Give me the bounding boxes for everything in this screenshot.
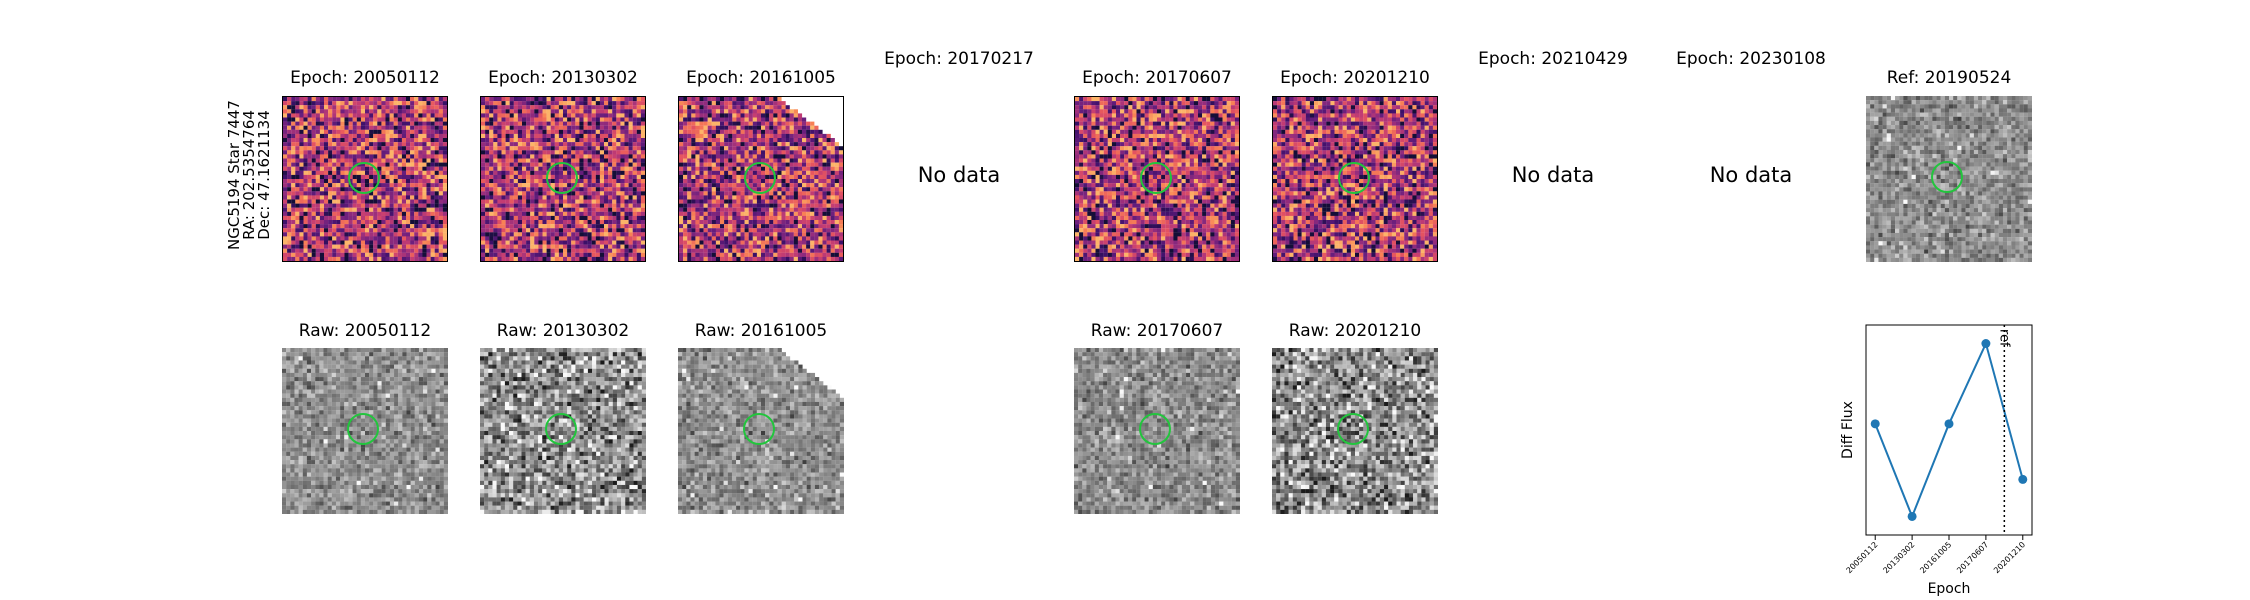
x-axis-label: Epoch: [1928, 581, 1971, 597]
diff-title-4: Epoch: 20170607: [1082, 68, 1232, 88]
y-axis-label: Diff Flux: [1840, 401, 1856, 459]
aperture-circle: [1139, 413, 1171, 445]
diff-title-2: Epoch: 20161005: [686, 68, 836, 88]
data-point-4: [2018, 474, 2028, 484]
x-tick-label-2: 20161005: [1918, 540, 1953, 575]
x-tick-label-3: 20170607: [1955, 540, 1990, 575]
raw-title-4: Raw: 20201210: [1288, 321, 1422, 341]
raw-image-2: [678, 348, 844, 514]
x-tick-label-0: 20050112: [1844, 540, 1879, 575]
aperture-circle: [744, 162, 776, 194]
aperture-circle: [1338, 162, 1370, 194]
raw-title-3: Raw: 20170607: [1090, 321, 1224, 341]
diff-image-4: [1074, 96, 1240, 262]
raw-noise-3: [1074, 348, 1240, 514]
diff-title-3: Epoch: 20170217: [884, 49, 1034, 69]
data-point-0: [1870, 419, 1880, 429]
light-curve-chart: ref 20050112 20130302 20161005 20170607 20201…: [1840, 324, 2033, 597]
ref-image: [1866, 96, 2032, 262]
aperture-circle: [1931, 161, 1963, 193]
ref-noise: [1866, 96, 2032, 262]
diff-image-2: [678, 96, 844, 262]
data-point-1: [1907, 511, 1917, 521]
raw-image-3: [1074, 348, 1240, 514]
diff-noise-0: [283, 97, 447, 261]
aperture-circle: [1337, 413, 1369, 445]
aperture-circle: [743, 413, 775, 445]
diff-image-0: [282, 96, 448, 262]
no-data-label-7: No data: [1709, 163, 1793, 187]
aperture-circle: [1140, 162, 1172, 194]
diff-title-0: Epoch: 20050112: [290, 68, 440, 88]
data-point-2: [1944, 419, 1954, 429]
no-data-label-3: No data: [917, 163, 1001, 187]
raw-title-0: Raw: 20050112: [298, 321, 432, 341]
raw-noise-4: [1272, 348, 1438, 514]
ref-title: Ref: 20190524: [1886, 68, 2012, 88]
diff-title-5: Epoch: 20201210: [1280, 68, 1430, 88]
x-tick-label-4: 20201210: [1992, 540, 2027, 575]
diff-image-5: [1272, 96, 1438, 262]
diff-noise-5: [1273, 97, 1437, 261]
plot-frame: [1865, 324, 2033, 536]
aperture-circle: [348, 162, 380, 194]
diff-title-1: Epoch: 20130302: [488, 68, 638, 88]
no-data-label-6: No data: [1511, 163, 1595, 187]
diff-title-7: Epoch: 20230108: [1676, 49, 1826, 69]
raw-image-1: [480, 348, 646, 514]
diff-image-1: [480, 96, 646, 262]
x-tick-label-1: 20130302: [1881, 540, 1916, 575]
diff-noise-4: [1075, 97, 1239, 261]
raw-image-4: [1272, 348, 1438, 514]
raw-image-0: [282, 348, 448, 514]
aperture-circle: [546, 162, 578, 194]
aperture-circle: [347, 413, 379, 445]
diff-noise-2: [679, 97, 843, 261]
raw-noise-1: [480, 348, 646, 514]
diff-title-6: Epoch: 20210429: [1478, 49, 1628, 69]
star-dec: Dec: 47.1621134: [255, 110, 273, 240]
data-point-3: [1981, 339, 1991, 349]
ref-label: ref: [1996, 329, 2011, 347]
aperture-circle: [545, 413, 577, 445]
diff-noise-1: [481, 97, 645, 261]
raw-title-2: Raw: 20161005: [694, 321, 828, 341]
raw-title-1: Raw: 20130302: [496, 321, 630, 341]
flux-series-line: [1874, 340, 2024, 520]
